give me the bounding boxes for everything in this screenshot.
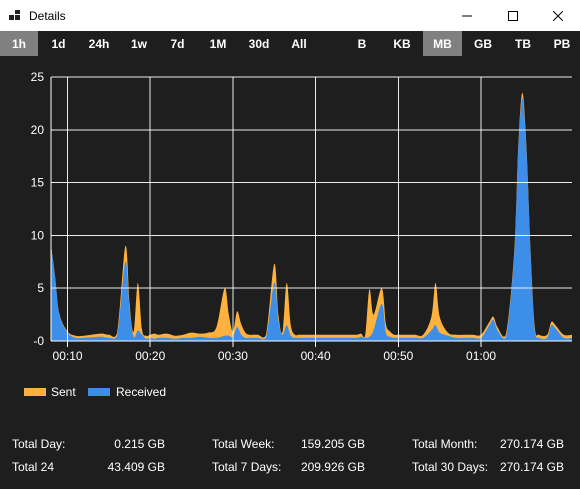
unit-button-kb[interactable]: KB [393,36,411,51]
unit-button-pb[interactable]: PB [553,36,571,51]
unit-button-tb[interactable]: TB [515,36,531,51]
range-button-1w[interactable]: 1w [130,36,147,51]
unit-button-b[interactable]: B [357,36,367,51]
minimize-button[interactable] [444,0,490,31]
range-button-30d[interactable]: 30d [248,36,270,51]
maximize-button[interactable] [490,0,536,31]
y-tick-label: 5 [37,281,44,295]
total-month-label: Total Month: [412,437,478,451]
x-tick-label: 01:00 [466,349,496,363]
total-24-value: 43.409 GB [107,460,165,474]
legend-swatch-received [88,388,110,396]
network-grid-icon [9,10,20,20]
total-30days-value: 270.174 GB [499,460,564,474]
range-button-all[interactable]: All [291,36,307,51]
legend-label-received: Received [116,385,167,399]
minimize-icon [462,15,472,16]
unit-button-gb[interactable]: GB [474,36,492,51]
total-month-value: 270.174 GB [499,437,564,451]
y-tick-label: 20 [31,123,45,137]
total-week-value: 159.205 GB [300,437,365,451]
y-tick-label: -0 [33,334,44,348]
maximize-icon [508,10,518,21]
range-button-7d[interactable]: 7d [170,36,185,51]
range-button-1m[interactable]: 1M [209,36,227,51]
total-7days-value: 209.926 GB [300,460,365,474]
traffic-chart-svg: 25 20 15 10 5 -0 00:10 00:20 00:30 00:40 00:50 01:0… [31,70,572,363]
total-7days-label: Total 7 Days: [212,460,282,474]
title-bar: Details [0,0,580,31]
total-24-label: Total 24 [12,460,55,474]
total-day-value: 0.215 GB [114,437,165,451]
legend-swatch-sent [24,388,46,396]
x-tick-label: 00:50 [383,349,413,363]
total-day-label: Total Day: [12,437,66,451]
window-title: Details [29,9,66,23]
x-tick-label: 00:20 [135,349,165,363]
toolbar: 1h 1d 24h 1w 7d 1M 30d All B KB MB GB TB… [0,31,580,56]
chart-legend: Sent Received [0,383,580,401]
range-button-1h[interactable]: 1h [0,31,38,56]
close-icon [553,10,563,21]
received-area [51,98,572,341]
y-tick-label: 10 [31,228,45,242]
total-week-label: Total Week: [212,437,275,451]
x-tick-label: 00:10 [53,349,83,363]
totals-panel: Total Day: 0.215 GB Total 24 43.409 GB T… [0,430,580,480]
total-30days-label: Total 30 Days: [412,460,489,474]
close-button[interactable] [535,0,580,31]
unit-button-mb[interactable]: MB [423,31,462,56]
legend-label-sent: Sent [51,385,76,399]
x-tick-label: 00:30 [218,349,248,363]
y-tick-label: 25 [31,70,45,84]
x-tick-label: 00:40 [301,349,331,363]
range-button-24h[interactable]: 24h [88,36,110,51]
range-button-1d[interactable]: 1d [51,36,66,51]
traffic-chart: 25 20 15 10 5 -0 00:10 00:20 00:30 00:40 00:50 01:0… [0,60,580,370]
y-tick-label: 15 [31,176,45,190]
